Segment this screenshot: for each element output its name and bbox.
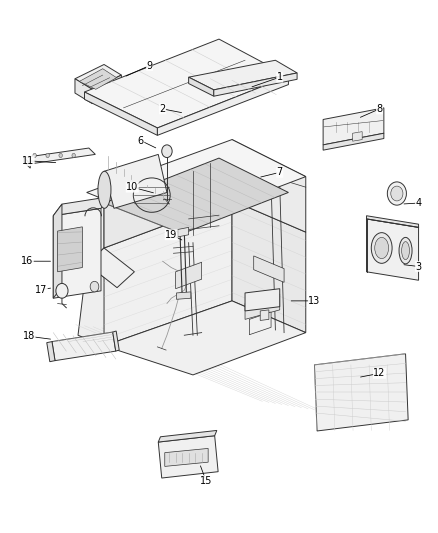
Polygon shape: [178, 228, 189, 237]
Text: 19: 19: [165, 230, 177, 240]
Polygon shape: [24, 148, 95, 164]
Polygon shape: [53, 208, 101, 298]
Polygon shape: [87, 140, 306, 227]
Polygon shape: [52, 332, 116, 361]
Text: 13: 13: [308, 296, 321, 306]
Circle shape: [46, 154, 49, 158]
Polygon shape: [367, 216, 419, 228]
Polygon shape: [353, 132, 362, 141]
Text: 12: 12: [373, 368, 386, 378]
Ellipse shape: [399, 237, 412, 264]
Polygon shape: [165, 448, 208, 466]
Circle shape: [56, 284, 68, 298]
Text: 15: 15: [200, 475, 212, 486]
Polygon shape: [104, 155, 167, 208]
Polygon shape: [53, 204, 62, 298]
Polygon shape: [245, 294, 280, 319]
Polygon shape: [314, 354, 408, 431]
Polygon shape: [104, 200, 232, 346]
Text: 16: 16: [21, 256, 33, 266]
Polygon shape: [249, 312, 271, 335]
Circle shape: [387, 182, 406, 205]
Text: 17: 17: [35, 285, 47, 295]
Circle shape: [59, 154, 62, 158]
Polygon shape: [92, 75, 121, 103]
Ellipse shape: [98, 171, 111, 208]
Text: 9: 9: [147, 61, 153, 70]
Polygon shape: [87, 192, 104, 264]
Text: 3: 3: [416, 262, 422, 271]
Polygon shape: [79, 69, 117, 90]
Polygon shape: [53, 197, 110, 216]
Polygon shape: [214, 73, 297, 96]
Polygon shape: [78, 264, 232, 346]
Circle shape: [72, 154, 75, 158]
Polygon shape: [104, 301, 306, 375]
Polygon shape: [176, 262, 201, 289]
Ellipse shape: [371, 233, 392, 263]
Polygon shape: [323, 108, 384, 145]
Polygon shape: [158, 431, 217, 442]
Polygon shape: [104, 145, 232, 248]
Polygon shape: [47, 342, 55, 362]
Polygon shape: [189, 77, 214, 96]
Polygon shape: [24, 158, 30, 168]
Polygon shape: [75, 64, 121, 90]
Text: 10: 10: [126, 182, 138, 192]
Polygon shape: [323, 133, 384, 150]
Polygon shape: [254, 256, 284, 282]
Polygon shape: [177, 292, 191, 300]
Polygon shape: [232, 200, 306, 333]
Polygon shape: [104, 158, 288, 233]
Polygon shape: [58, 227, 82, 272]
Polygon shape: [75, 79, 92, 103]
Polygon shape: [260, 310, 269, 320]
Text: 18: 18: [23, 332, 35, 341]
Circle shape: [391, 186, 403, 201]
Circle shape: [33, 154, 36, 158]
Text: 11: 11: [22, 156, 34, 166]
Text: 4: 4: [416, 198, 422, 208]
Circle shape: [90, 281, 99, 292]
Polygon shape: [113, 331, 119, 351]
Polygon shape: [158, 435, 218, 478]
Text: 8: 8: [376, 104, 382, 114]
Ellipse shape: [402, 241, 410, 260]
Polygon shape: [85, 92, 157, 135]
Polygon shape: [87, 248, 134, 288]
Polygon shape: [245, 289, 280, 311]
Ellipse shape: [375, 237, 389, 259]
Circle shape: [162, 145, 172, 158]
Polygon shape: [232, 140, 306, 232]
Polygon shape: [189, 60, 297, 90]
Text: 1: 1: [277, 72, 283, 82]
Text: 6: 6: [138, 135, 144, 146]
Text: 7: 7: [277, 167, 283, 177]
Polygon shape: [85, 39, 288, 128]
Polygon shape: [157, 76, 288, 135]
Text: 2: 2: [159, 104, 166, 114]
Polygon shape: [367, 219, 419, 280]
